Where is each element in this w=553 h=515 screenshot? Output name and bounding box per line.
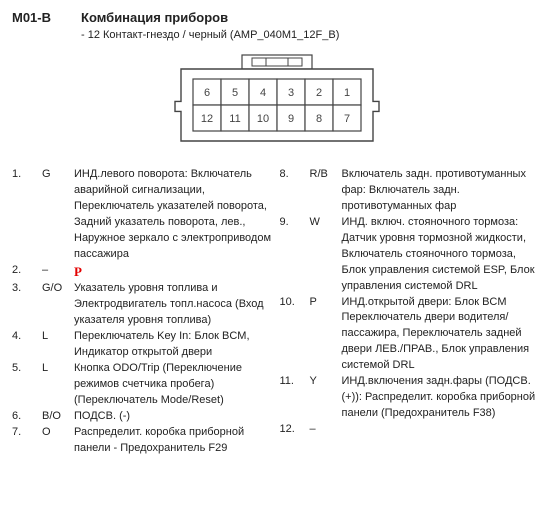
pin-row: 2.–P bbox=[12, 263, 274, 282]
pin-num: 6. bbox=[12, 409, 42, 425]
pin-code: B/O bbox=[42, 409, 74, 425]
pin-num: 3. bbox=[12, 281, 42, 297]
svg-text:11: 11 bbox=[229, 113, 240, 125]
svg-text:12: 12 bbox=[200, 113, 212, 125]
pin-code: G/O bbox=[42, 281, 74, 297]
pin-code: P bbox=[310, 295, 342, 311]
pin-code: W bbox=[310, 215, 342, 231]
pin-code: O bbox=[42, 425, 74, 441]
pin-table: 1.GИНД.левого поворота: Включатель авари… bbox=[12, 167, 541, 457]
svg-text:6: 6 bbox=[203, 87, 209, 99]
pin-code: R/B bbox=[310, 167, 342, 183]
pin-code: Y bbox=[310, 374, 342, 390]
connector-diagram: 6 5 4 3 2 1 12 11 10 9 8 7 bbox=[12, 49, 541, 153]
header: M01-B Комбинация приборов - 12 Контакт-г… bbox=[12, 10, 541, 41]
pin-desc: ИНД.открытой двери: Блок BCM Переключате… bbox=[342, 295, 542, 375]
pin-row: 8.R/BВключатель задн. противотуманных фа… bbox=[280, 167, 542, 215]
pin-desc: ПОДСВ. (-) bbox=[74, 409, 274, 425]
svg-text:8: 8 bbox=[315, 113, 321, 125]
pin-col-left: 1.GИНД.левого поворота: Включатель авари… bbox=[12, 167, 274, 457]
pin-num: 8. bbox=[280, 167, 310, 183]
pin-desc: Распределит. коробка приборной панели - … bbox=[74, 425, 274, 457]
pin-code: – bbox=[42, 263, 74, 279]
pin-desc: Включатель задн. противотуманных фар: Вк… bbox=[342, 167, 542, 215]
pin-code: L bbox=[42, 361, 74, 377]
svg-text:4: 4 bbox=[259, 87, 265, 99]
pin-row: 5.LКнопка ODO/Trip (Переключение режимов… bbox=[12, 361, 274, 409]
pin-desc: Переключатель Key In: Блок BCM, Индикато… bbox=[74, 329, 274, 361]
pin-num: 11. bbox=[280, 374, 310, 390]
svg-text:9: 9 bbox=[287, 113, 293, 125]
svg-text:5: 5 bbox=[231, 87, 237, 99]
pin-row: 6.B/OПОДСВ. (-) bbox=[12, 409, 274, 425]
pin-row: 12.– bbox=[280, 422, 542, 438]
pin-desc: ИНД.включения задн.фары (ПОДСВ. (+)): Ра… bbox=[342, 374, 542, 422]
pin-col-right: 8.R/BВключатель задн. противотуманных фа… bbox=[280, 167, 542, 457]
svg-text:10: 10 bbox=[256, 113, 268, 125]
subtitle: - 12 Контакт-гнездо / черный (AMP_040M1_… bbox=[81, 29, 541, 41]
pin-row: 4.LПереключатель Key In: Блок BCM, Индик… bbox=[12, 329, 274, 361]
svg-text:2: 2 bbox=[315, 87, 321, 99]
pin-row: 10.PИНД.открытой двери: Блок BCM Переклю… bbox=[280, 295, 542, 375]
pin-num: 12. bbox=[280, 422, 310, 438]
pin-num: 9. bbox=[280, 215, 310, 231]
pin-code: – bbox=[310, 422, 342, 438]
pin-desc: P bbox=[74, 263, 274, 282]
pin-num: 4. bbox=[12, 329, 42, 345]
pin-desc: ИНД.левого поворота: Включатель аварийно… bbox=[74, 167, 274, 263]
svg-text:7: 7 bbox=[343, 113, 349, 125]
pin-code: G bbox=[42, 167, 74, 183]
pin-desc: Кнопка ODO/Trip (Переключение режимов сч… bbox=[74, 361, 274, 409]
title-block: Комбинация приборов - 12 Контакт-гнездо … bbox=[81, 10, 541, 41]
svg-text:3: 3 bbox=[287, 87, 293, 99]
pin-num: 2. bbox=[12, 263, 42, 279]
pin-row: 7.OРаспределит. коробка приборной панели… bbox=[12, 425, 274, 457]
pin-row: 9.WИНД. включ. стояночного тормоза: Датч… bbox=[280, 215, 542, 295]
pin-code: L bbox=[42, 329, 74, 345]
pin-num: 1. bbox=[12, 167, 42, 183]
pin-num: 10. bbox=[280, 295, 310, 311]
pin-desc: ИНД. включ. стояночного тормоза: Датчик … bbox=[342, 215, 542, 295]
part-code: M01-B bbox=[12, 10, 51, 41]
pin-num: 7. bbox=[12, 425, 42, 441]
svg-text:1: 1 bbox=[343, 87, 349, 99]
pin-row: 1.GИНД.левого поворота: Включатель авари… bbox=[12, 167, 274, 263]
pin-desc: Указатель уровня топлива и Электродвигат… bbox=[74, 281, 274, 329]
pin-row: 11.YИНД.включения задн.фары (ПОДСВ. (+))… bbox=[280, 374, 542, 422]
title: Комбинация приборов bbox=[81, 10, 541, 25]
pin-row: 3.G/OУказатель уровня топлива и Электрод… bbox=[12, 281, 274, 329]
pin-num: 5. bbox=[12, 361, 42, 377]
